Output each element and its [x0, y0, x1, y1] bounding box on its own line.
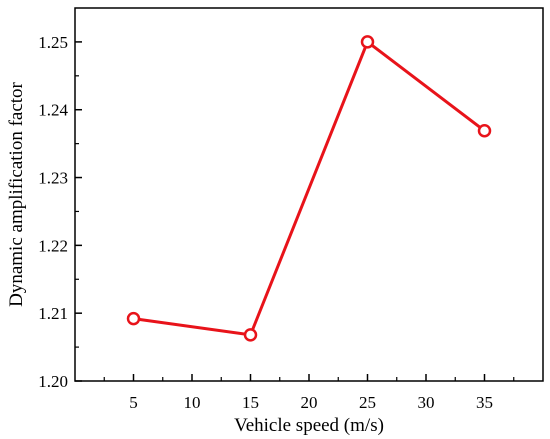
- series-line: [133, 39, 486, 337]
- x-tick-label: 20: [301, 393, 318, 412]
- x-tick-label: 30: [418, 393, 435, 412]
- series-group: [126, 35, 492, 342]
- plot-frame: [74, 7, 544, 382]
- data-point-marker: [360, 35, 375, 49]
- y-tick-label: 1.25: [38, 33, 68, 52]
- plot-frame-border: [74, 7, 544, 382]
- x-axis-title: Vehicle speed (m/s): [234, 415, 384, 436]
- y-tick-label: 1.23: [38, 169, 68, 188]
- x-tick-label: 5: [129, 393, 138, 412]
- y-axis-ticks: 1.20 1.21 1.22 1.23 1.24 1.25: [38, 33, 82, 391]
- x-tick-label: 15: [242, 393, 259, 412]
- x-tick-label: 35: [476, 393, 493, 412]
- x-tick-label: 25: [359, 393, 376, 412]
- x-axis-ticks: 5 10 15 20 25 30 35: [103, 374, 515, 412]
- data-point-marker: [477, 124, 492, 138]
- y-tick-label: 1.22: [38, 236, 68, 255]
- data-point-marker: [126, 311, 141, 326]
- y-tick-label: 1.20: [38, 372, 68, 391]
- data-point-marker: [243, 328, 258, 342]
- y-tick-label: 1.21: [38, 304, 68, 323]
- y-tick-label: 1.24: [38, 101, 68, 120]
- x-tick-label: 10: [184, 393, 201, 412]
- y-axis-title: Dynamic amplification factor: [6, 81, 27, 306]
